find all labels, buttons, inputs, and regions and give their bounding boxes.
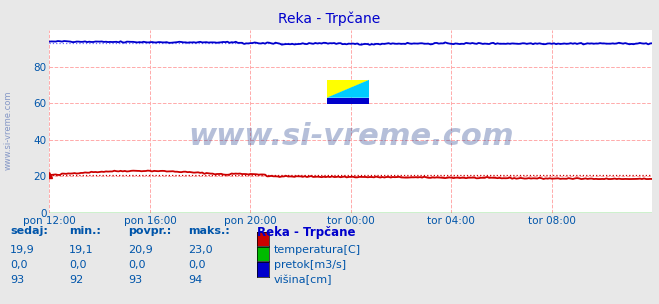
Polygon shape xyxy=(327,98,369,104)
Polygon shape xyxy=(327,80,369,98)
Text: višina[cm]: višina[cm] xyxy=(274,275,333,285)
Text: 0,0: 0,0 xyxy=(188,260,206,270)
Text: maks.:: maks.: xyxy=(188,226,229,237)
Text: 20,9: 20,9 xyxy=(129,245,154,255)
Text: 0,0: 0,0 xyxy=(10,260,28,270)
Text: 93: 93 xyxy=(129,275,142,285)
Text: 92: 92 xyxy=(69,275,84,285)
Text: 19,1: 19,1 xyxy=(69,245,94,255)
Text: temperatura[C]: temperatura[C] xyxy=(274,245,361,255)
Text: 19,9: 19,9 xyxy=(10,245,35,255)
Text: povpr.:: povpr.: xyxy=(129,226,172,237)
Text: 94: 94 xyxy=(188,275,202,285)
Text: www.si-vreme.com: www.si-vreme.com xyxy=(188,122,514,151)
Text: pretok[m3/s]: pretok[m3/s] xyxy=(274,260,346,270)
Text: 0,0: 0,0 xyxy=(129,260,146,270)
Text: min.:: min.: xyxy=(69,226,101,237)
Text: www.si-vreme.com: www.si-vreme.com xyxy=(3,91,13,171)
Text: Reka - Trpčane: Reka - Trpčane xyxy=(257,226,355,240)
Polygon shape xyxy=(327,80,369,98)
Text: sedaj:: sedaj: xyxy=(10,226,47,237)
Text: 0,0: 0,0 xyxy=(69,260,87,270)
Text: 93: 93 xyxy=(10,275,24,285)
Text: 23,0: 23,0 xyxy=(188,245,212,255)
Text: Reka - Trpčane: Reka - Trpčane xyxy=(278,12,381,26)
